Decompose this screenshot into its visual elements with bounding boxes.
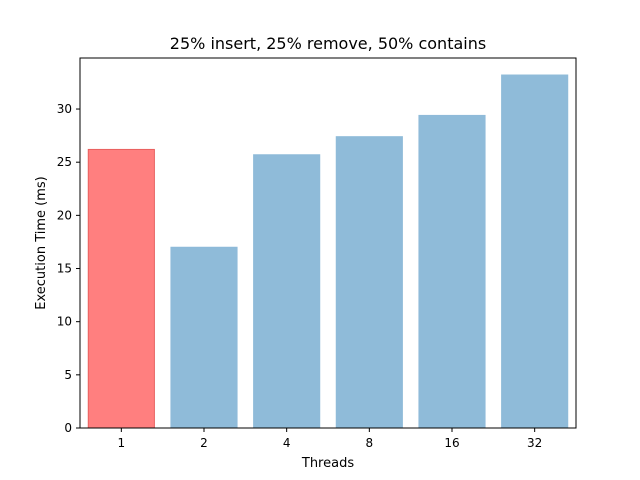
y-tick-label: 0	[64, 421, 72, 435]
y-tick-label: 20	[57, 208, 72, 222]
bar-1	[87, 148, 155, 429]
bar-4	[253, 154, 321, 429]
bar-16	[418, 114, 486, 429]
y-tick-label: 10	[57, 315, 72, 329]
chart-title: 25% insert, 25% remove, 50% contains	[170, 34, 486, 53]
x-tick-label: 8	[366, 436, 374, 450]
y-tick-label: 5	[64, 368, 72, 382]
bar-8	[335, 136, 403, 429]
x-tick-label: 32	[527, 436, 542, 450]
y-axis-label: Execution Time (ms)	[34, 176, 49, 309]
x-tick-label: 1	[118, 436, 126, 450]
x-tick-label: 2	[200, 436, 208, 450]
x-axis: 1 2 4 8 16 32	[118, 428, 542, 450]
x-tick-label: 16	[444, 436, 459, 450]
y-axis: 0 5 10 15 20 25 30	[57, 102, 80, 435]
y-tick-label: 30	[57, 102, 72, 116]
bar-32	[501, 74, 569, 429]
bar-2	[170, 246, 238, 429]
x-axis-label: Threads	[301, 456, 354, 471]
bars-layer	[87, 74, 569, 429]
y-tick-label: 25	[57, 155, 72, 169]
x-tick-label: 4	[283, 436, 291, 450]
y-tick-label: 15	[57, 262, 72, 276]
plot-frame	[79, 57, 577, 429]
